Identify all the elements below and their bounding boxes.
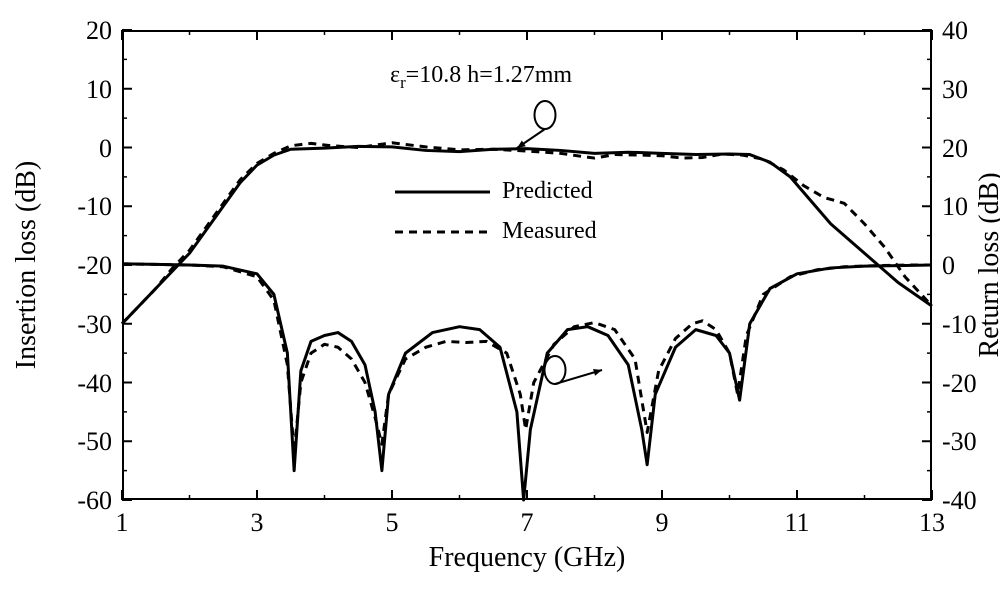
tick-label: 5 — [386, 508, 399, 538]
tick-label: 3 — [251, 508, 264, 538]
series-insertion_measured — [122, 143, 932, 324]
series-insertion_predicted — [122, 146, 932, 323]
chart-svg — [0, 0, 1000, 599]
tick-label: 20 — [86, 16, 112, 46]
tick-label: -40 — [77, 369, 112, 399]
chart-container: Frequency (GHz) Insertion loss (dB) Retu… — [0, 0, 1000, 599]
tick-label: 20 — [942, 134, 968, 164]
tick-label: 11 — [784, 508, 809, 538]
tick-label: 0 — [99, 134, 112, 164]
indicator-arrow — [517, 101, 556, 148]
tick-label: -20 — [77, 251, 112, 281]
tick-label: -10 — [942, 310, 977, 340]
indicator-arrow — [545, 356, 603, 384]
tick-label: 30 — [942, 75, 968, 105]
tick-label: 1 — [116, 508, 129, 538]
tick-label: -20 — [942, 369, 977, 399]
tick-label: -60 — [77, 486, 112, 516]
tick-label: -30 — [942, 427, 977, 457]
tick-label: 9 — [656, 508, 669, 538]
tick-label: 40 — [942, 16, 968, 46]
tick-label: 10 — [86, 75, 112, 105]
tick-label: 7 — [521, 508, 534, 538]
series-return_predicted — [122, 264, 932, 500]
tick-label: -50 — [77, 427, 112, 457]
series-return_measured — [122, 264, 932, 453]
tick-label: 0 — [942, 251, 955, 281]
tick-label: -40 — [942, 486, 977, 516]
tick-label: -10 — [77, 192, 112, 222]
tick-label: -30 — [77, 310, 112, 340]
tick-label: 10 — [942, 192, 968, 222]
